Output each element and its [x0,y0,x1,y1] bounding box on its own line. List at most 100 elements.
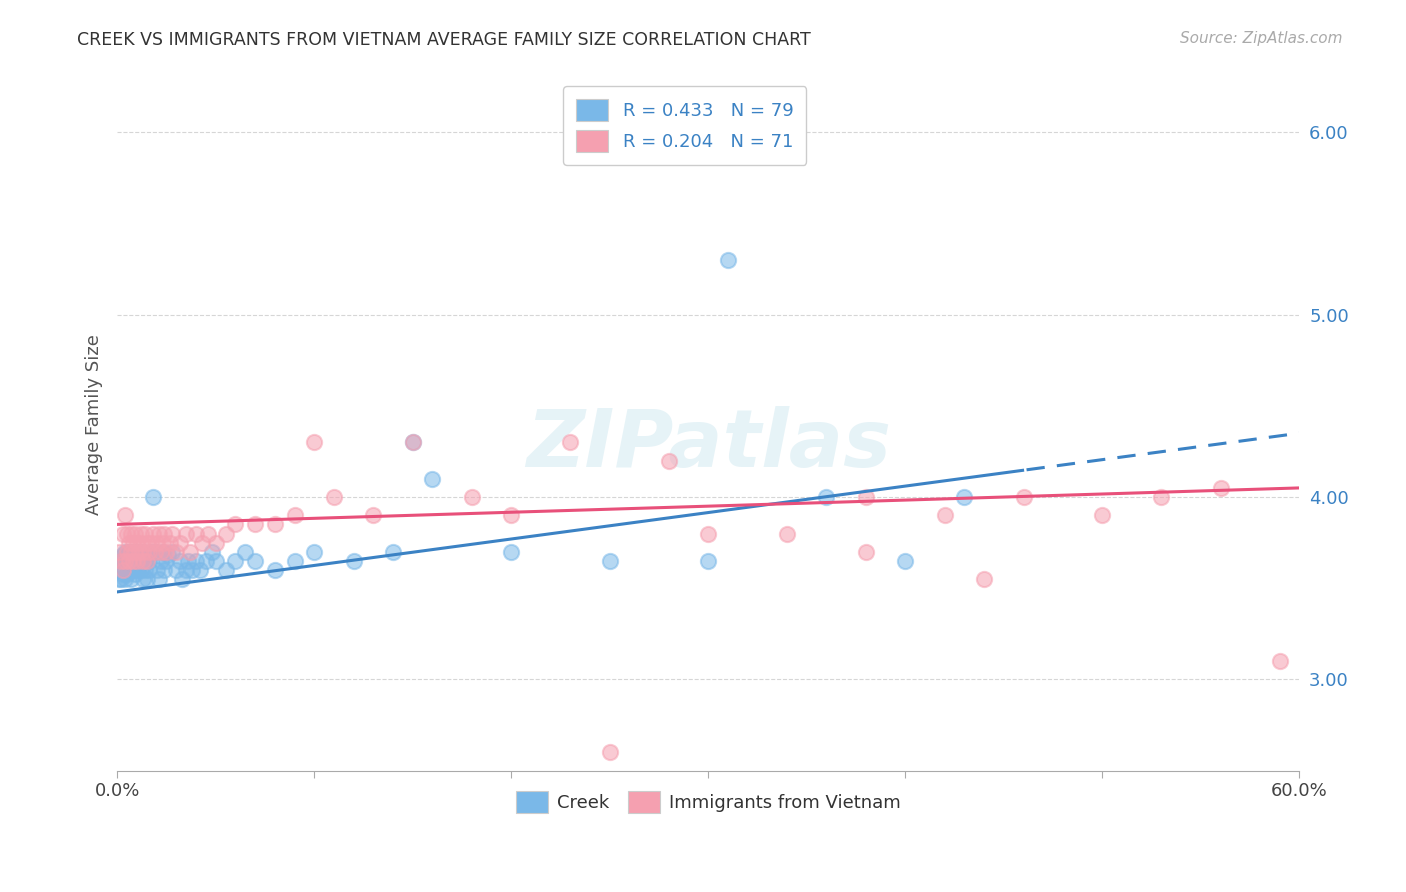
Point [115,559,138,574]
Point [138,563,160,577]
Point [1268,654,1291,668]
Point [118,563,141,577]
Point [302,435,325,450]
Point [128,549,150,563]
Point [139,535,162,549]
Point [124,566,146,581]
Point [129,563,152,577]
Point [145,535,167,549]
Point [224,554,246,568]
Point [138,554,160,568]
Point [112,549,135,563]
Point [658,453,681,467]
Point [155,554,177,568]
Text: ZIPatlas: ZIPatlas [526,406,891,483]
Point [135,572,157,586]
Point [145,563,167,577]
Point [162,526,184,541]
Point [179,545,201,559]
Point [461,490,484,504]
Point [120,526,142,541]
Point [120,559,142,574]
Point [233,545,256,559]
Point [191,535,214,549]
Point [114,572,136,586]
Point [110,554,132,568]
Point [114,545,136,559]
Point [165,545,187,559]
Point [128,559,150,574]
Point [129,554,152,568]
Point [125,535,148,549]
Point [110,554,132,568]
Point [717,252,740,267]
Point [152,545,174,559]
Text: Source: ZipAtlas.com: Source: ZipAtlas.com [1180,31,1343,46]
Point [402,435,425,450]
Point [115,566,138,581]
Point [159,535,181,549]
Point [162,545,184,559]
Point [177,554,200,568]
Point [112,559,135,574]
Legend: Creek, Immigrants from Vietnam: Creek, Immigrants from Vietnam [505,780,911,824]
Point [855,545,877,559]
Point [174,526,197,541]
Point [134,526,156,541]
Point [815,490,838,504]
Point [165,563,187,577]
Point [149,554,172,568]
Point [118,535,141,549]
Point [112,563,135,577]
Point [855,490,877,504]
Point [118,554,141,568]
Point [114,508,136,523]
Point [169,554,191,568]
Point [124,545,146,559]
Point [148,526,170,541]
Point [122,554,145,568]
Point [142,490,165,504]
Point [973,572,995,586]
Point [214,563,236,577]
Point [172,572,194,586]
Point [138,545,160,559]
Point [134,554,156,568]
Point [243,517,266,532]
Point [122,535,145,549]
Point [174,563,197,577]
Point [115,526,138,541]
Point [120,549,142,563]
Point [128,545,150,559]
Point [132,545,155,559]
Point [1209,481,1232,495]
Point [402,435,425,450]
Point [135,549,157,563]
Point [143,545,166,559]
Point [560,435,582,450]
Point [302,545,325,559]
Point [132,545,155,559]
Point [697,554,720,568]
Point [501,508,523,523]
Point [135,535,157,549]
Point [184,554,207,568]
Point [343,554,366,568]
Point [148,572,170,586]
Point [129,535,152,549]
Point [153,563,176,577]
Point [108,563,131,577]
Point [125,554,148,568]
Point [124,554,146,568]
Point [157,549,180,563]
Point [1150,490,1173,504]
Point [115,549,138,563]
Point [422,472,444,486]
Point [953,490,976,504]
Point [204,554,226,568]
Point [115,545,138,559]
Point [363,508,385,523]
Point [108,572,131,586]
Point [139,545,162,559]
Point [283,554,305,568]
